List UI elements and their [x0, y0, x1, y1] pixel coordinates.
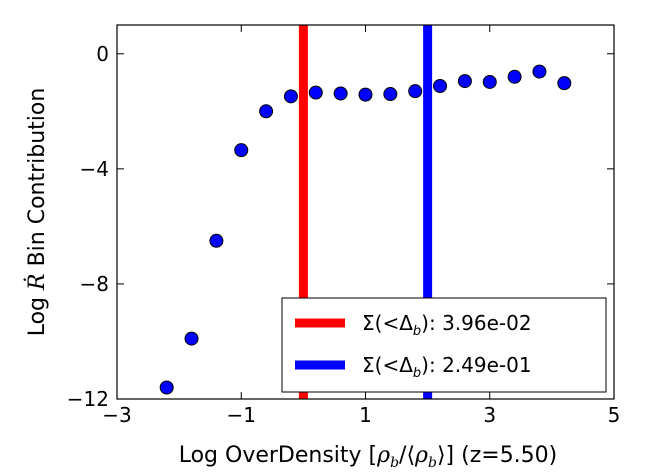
data-point — [532, 64, 547, 79]
y-tick-label: −8 — [80, 272, 109, 296]
data-point — [159, 380, 174, 395]
data-point — [482, 74, 497, 89]
data-point — [259, 104, 274, 119]
legend-box — [281, 297, 607, 393]
data-point — [234, 143, 249, 158]
y-tick-label: −4 — [80, 157, 109, 181]
data-point — [433, 78, 448, 93]
y-axis-ticks: 0 −4 −8 −12 — [67, 42, 614, 411]
legend-label: Σ(<Δb): 2.49e-01 — [362, 353, 532, 381]
scatter-points — [159, 64, 572, 395]
data-point — [209, 233, 224, 248]
x-tick-label: −1 — [227, 403, 256, 427]
data-point — [507, 69, 522, 84]
data-point — [383, 87, 398, 102]
data-point — [308, 85, 323, 100]
x-tick-label: −3 — [102, 403, 131, 427]
y-axis-label: Log Ṙ Bin Contribution — [23, 88, 50, 337]
data-point — [283, 89, 298, 104]
data-point — [457, 74, 472, 89]
y-tick-label: −12 — [67, 387, 109, 411]
legend-label: Σ(<Δb): 3.96e-02 — [362, 311, 532, 339]
data-point — [184, 331, 199, 346]
data-point — [557, 76, 572, 91]
data-point — [358, 87, 373, 102]
x-axis-ticks: −3 −1 1 3 5 — [102, 25, 620, 427]
x-tick-label: 1 — [359, 403, 372, 427]
x-tick-label: 5 — [608, 403, 621, 427]
data-point — [408, 84, 423, 99]
data-point — [333, 86, 348, 101]
y-tick-label: 0 — [96, 42, 109, 66]
x-tick-label: 3 — [483, 403, 496, 427]
legend: Σ(<Δb): 3.96e-02 Σ(<Δb): 2.49e-01 — [281, 297, 607, 393]
x-axis-label: Log OverDensity [ρb/⟨ρb⟩] (z=5.50) — [179, 443, 558, 471]
